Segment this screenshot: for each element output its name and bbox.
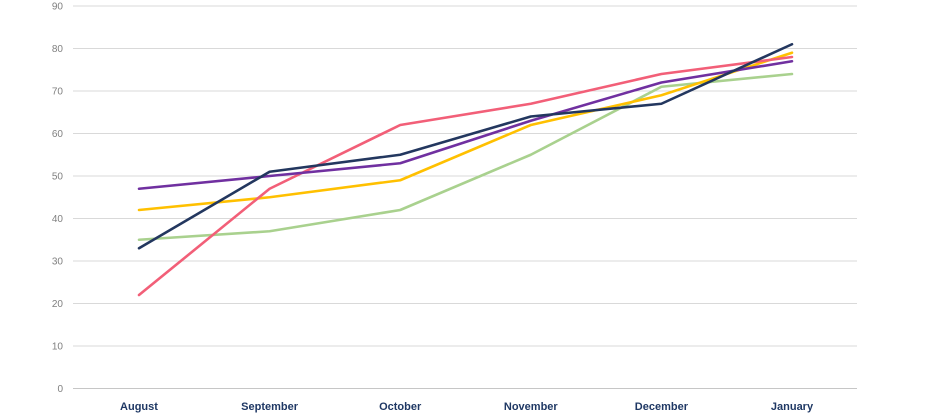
y-tick-label: 90 xyxy=(52,2,64,13)
series-line-navy[interactable] xyxy=(137,42,794,250)
x-axis-label: September xyxy=(241,401,299,413)
x-axis-label: August xyxy=(120,401,158,413)
y-tick-label: 70 xyxy=(52,87,64,98)
x-axis-label: November xyxy=(504,401,559,413)
series-line-purple[interactable] xyxy=(137,59,794,191)
y-tick-label: 0 xyxy=(57,384,63,395)
x-axis-label: January xyxy=(771,401,814,413)
y-tick-label: 20 xyxy=(52,299,64,310)
x-axis-label: December xyxy=(635,401,689,413)
series-line-pink[interactable] xyxy=(137,55,794,297)
y-tick-label: 30 xyxy=(52,257,64,268)
x-axis-label: October xyxy=(379,401,422,413)
y-tick-label: 60 xyxy=(52,129,64,140)
series-line-green[interactable] xyxy=(137,72,794,242)
y-tick-label: 10 xyxy=(52,342,64,353)
y-tick-label: 40 xyxy=(52,214,64,225)
series-line-gold[interactable] xyxy=(137,51,794,212)
y-tick-label: 80 xyxy=(52,44,64,55)
y-tick-label: 50 xyxy=(52,172,64,183)
